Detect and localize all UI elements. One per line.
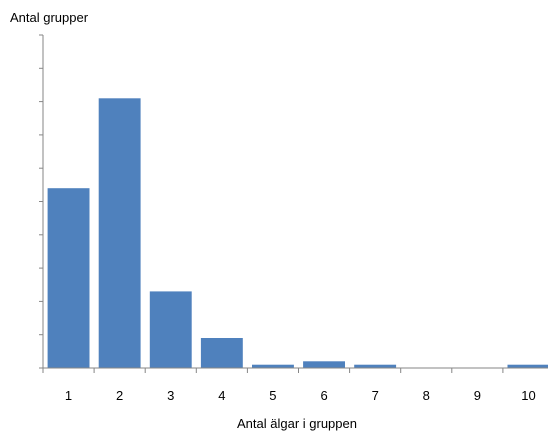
- x-tick-label-4: 4: [218, 388, 225, 403]
- x-tick-label-9: 9: [474, 388, 481, 403]
- bar-1: [47, 188, 90, 368]
- bar-10: [507, 364, 548, 368]
- x-tick-label-2: 2: [116, 388, 123, 403]
- x-axis-label: Antal älgar i gruppen: [237, 416, 357, 431]
- x-tick-label-6: 6: [320, 388, 327, 403]
- bar-3: [149, 291, 192, 368]
- y-axis-label: Antal grupper: [10, 10, 89, 25]
- x-tick-labels-group: 1 2 3 4 5 6 7 8 9 10: [65, 388, 536, 403]
- x-tick-label-7: 7: [372, 388, 379, 403]
- bar-7: [354, 364, 397, 368]
- x-tick-label-5: 5: [269, 388, 276, 403]
- x-ticks-group: [42, 368, 504, 373]
- bar-6: [303, 361, 345, 368]
- bars-group: [47, 98, 548, 369]
- x-tick-label-10: 10: [521, 388, 535, 403]
- x-tick-label-3: 3: [167, 388, 174, 403]
- bar-2: [98, 98, 141, 369]
- bar-4: [200, 338, 243, 368]
- bar-5: [252, 364, 294, 368]
- y-ticks-group: [39, 34, 43, 369]
- x-tick-label-8: 8: [423, 388, 430, 403]
- x-tick-label-1: 1: [65, 388, 72, 403]
